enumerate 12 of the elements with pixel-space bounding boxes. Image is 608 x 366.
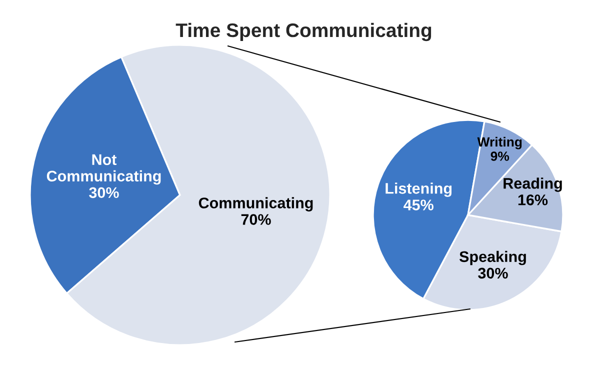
slice-label: Reading <box>504 178 562 192</box>
slice-label: Speaking <box>459 250 526 266</box>
data-label: 30% <box>478 268 508 279</box>
slice-label: Not Communicating <box>46 154 161 185</box>
data-label: 45% <box>404 200 434 210</box>
data-label: 9% <box>490 152 510 161</box>
chart-title: Time Spent Communicating <box>176 22 432 42</box>
data-label: 70% <box>241 214 271 225</box>
data-label: 30% <box>89 187 119 198</box>
slice-label: Listening <box>386 182 452 197</box>
data-label: 16% <box>518 194 548 206</box>
slice-label: Communicating <box>198 197 313 212</box>
